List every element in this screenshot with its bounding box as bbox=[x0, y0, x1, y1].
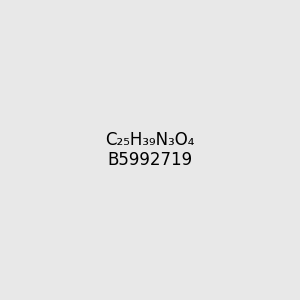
Text: C₂₅H₃₉N₃O₄
B5992719: C₂₅H₃₉N₃O₄ B5992719 bbox=[105, 130, 195, 170]
